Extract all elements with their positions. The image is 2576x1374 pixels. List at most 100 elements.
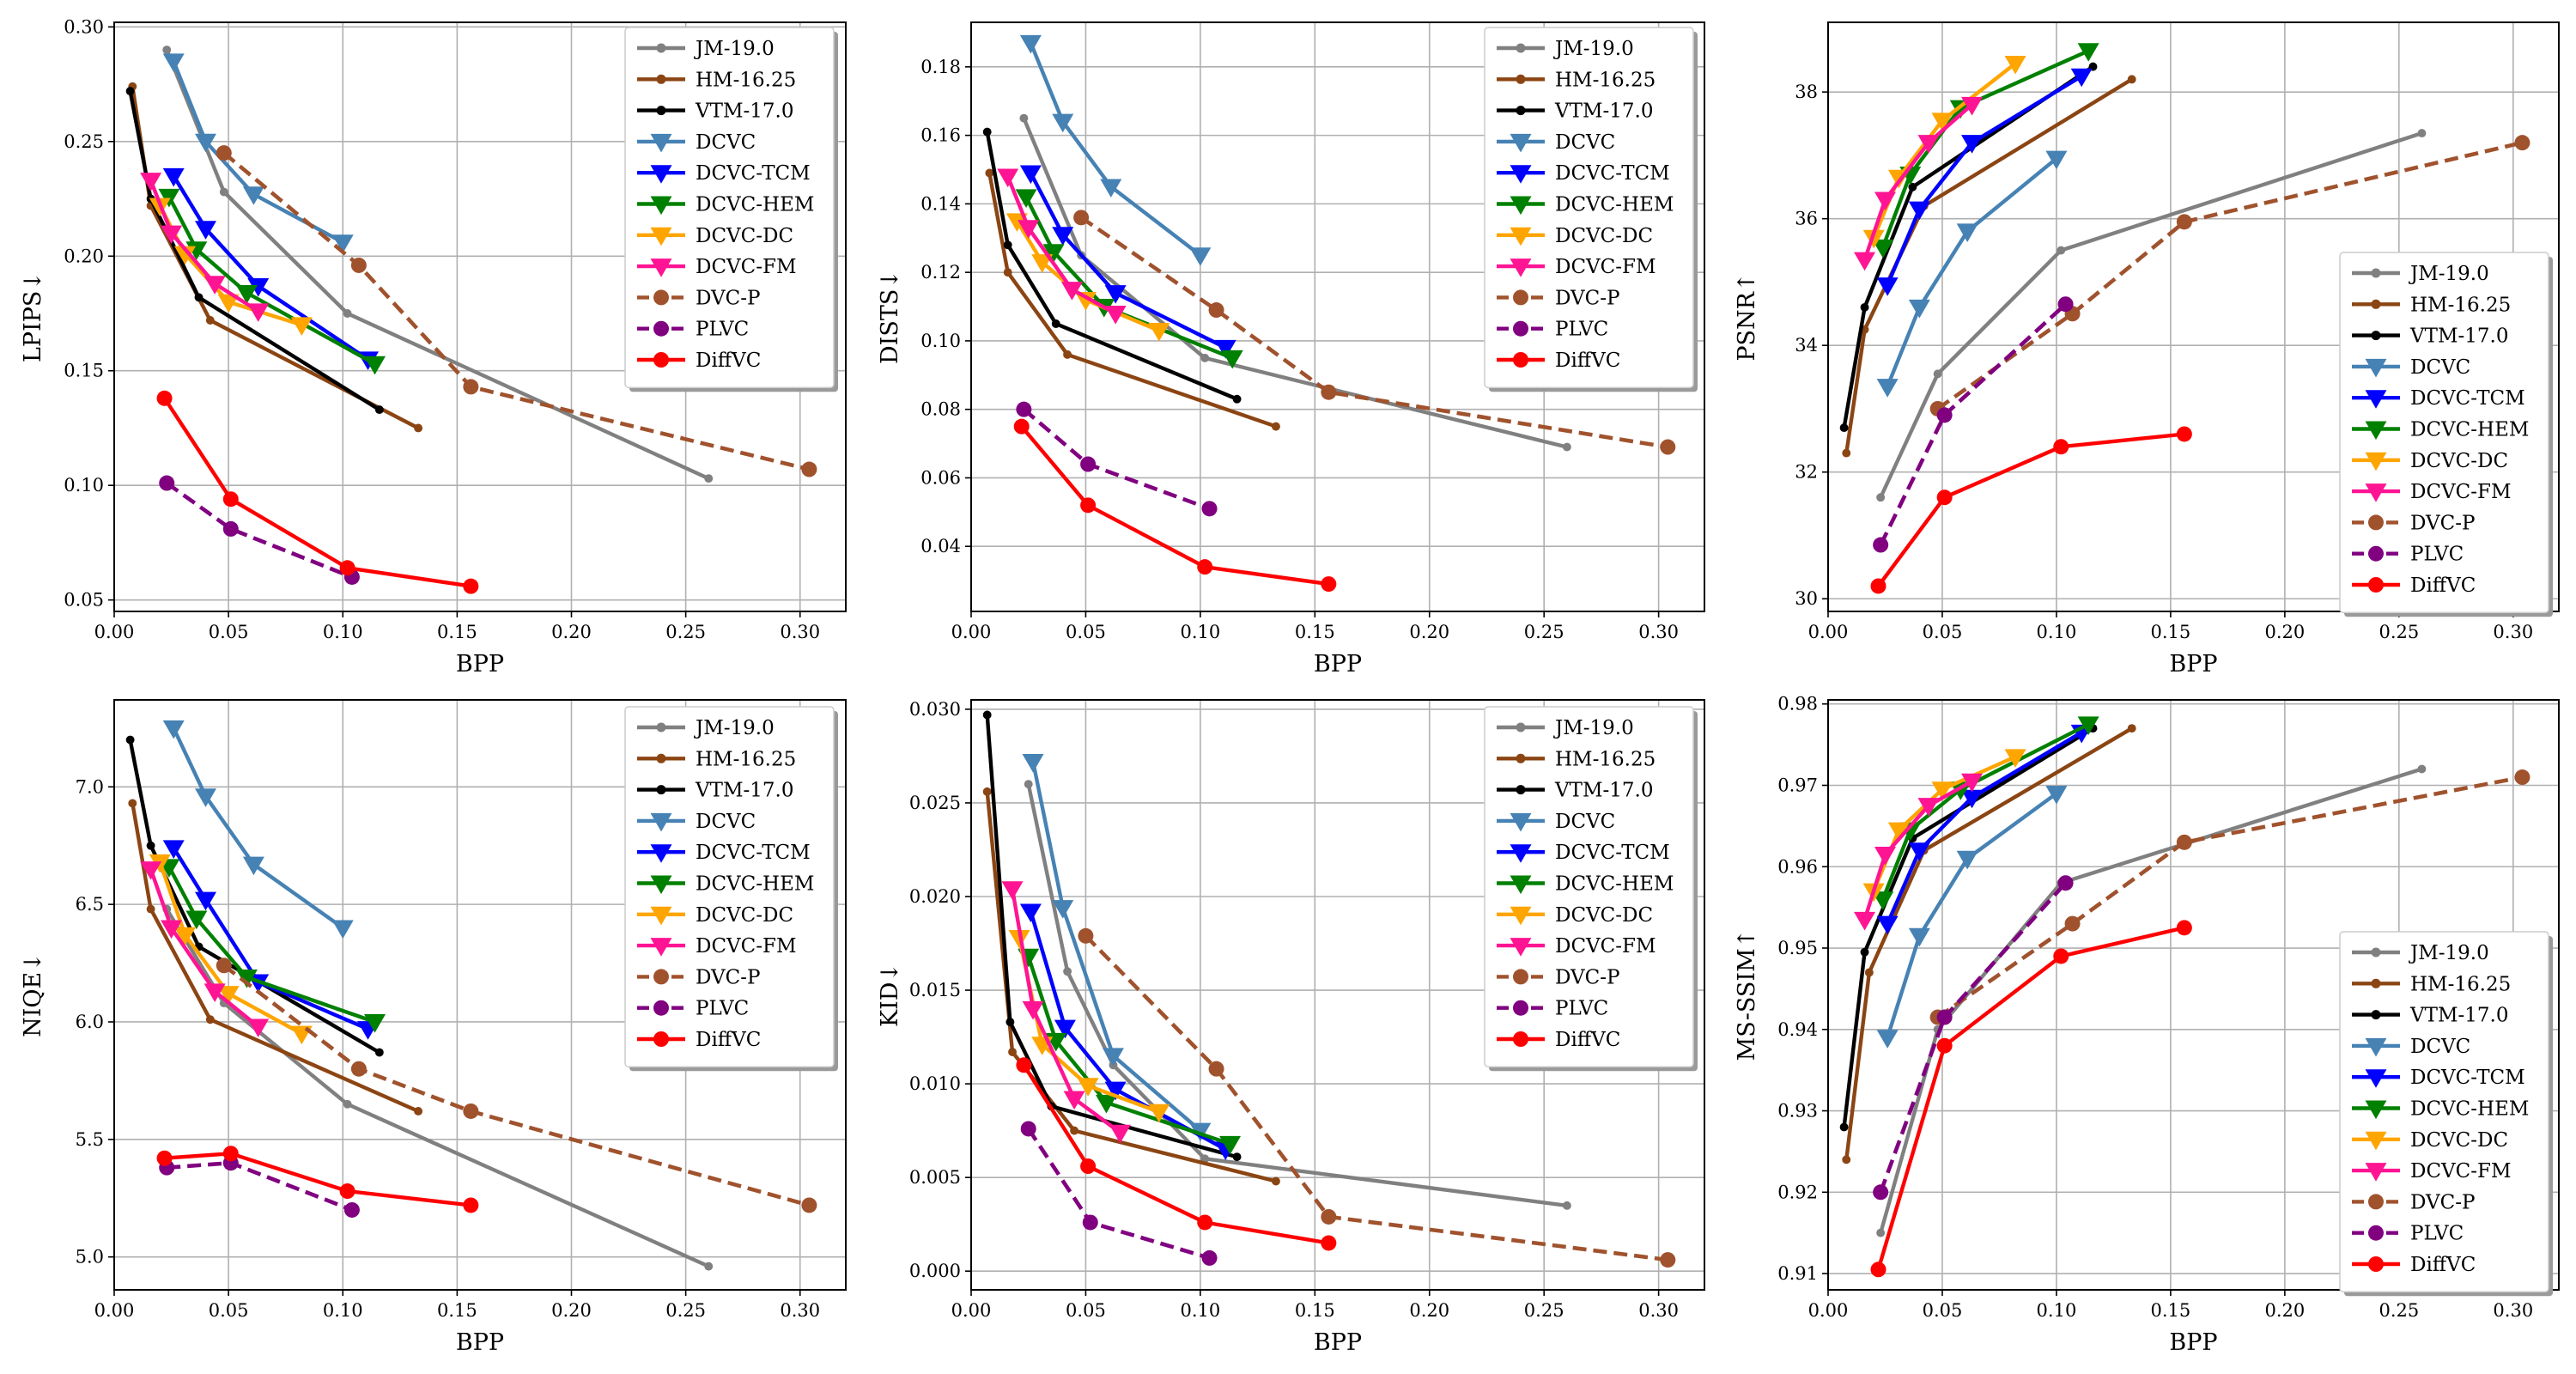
legend-swatch-marker	[650, 875, 672, 895]
data-point	[364, 356, 386, 375]
series-line	[1880, 722, 2090, 901]
data-point	[185, 910, 208, 930]
data-point	[1562, 1201, 1571, 1210]
legend-label: DCVC-HEM	[1555, 873, 1674, 896]
legend-item: DiffVC	[637, 350, 761, 372]
x-tick-label: 0.15	[1295, 1300, 1335, 1321]
legend-label: DiffVC	[696, 350, 761, 372]
legend-item: HM-16.25	[637, 69, 796, 91]
data-point	[364, 1013, 386, 1033]
data-point	[1080, 456, 1097, 472]
legend-swatch-marker	[2368, 545, 2384, 562]
data-point	[1200, 1154, 1210, 1164]
data-point	[242, 856, 264, 876]
legend-item: DVC-P	[637, 966, 761, 988]
legend-swatch-marker	[650, 812, 672, 832]
series-dcvc-fm	[997, 168, 1127, 325]
series-line	[1022, 1064, 1329, 1245]
series-line	[131, 803, 419, 1114]
series-jm-19-0	[162, 46, 714, 483]
legend-label: DCVC-TCM	[1555, 842, 1670, 864]
legend-label: DCVC-TCM	[696, 162, 811, 185]
legend-label: DCVC-DC	[696, 225, 793, 247]
data-point	[1016, 1057, 1032, 1073]
y-tick-label: 0.04	[920, 536, 961, 556]
legend-item: DCVC-FM	[1497, 256, 1656, 278]
data-point	[159, 475, 175, 491]
data-point	[194, 293, 204, 302]
legend-label: DVC-P	[696, 287, 761, 309]
series-dvc-p	[216, 958, 817, 1213]
legend-item: HM-16.25	[1497, 748, 1656, 770]
data-point	[1961, 789, 1984, 809]
legend-item: VTM-17.0	[2352, 1005, 2508, 1027]
x-tick-label: 0.10	[323, 1300, 363, 1321]
legend-item: DCVC-TCM	[2352, 1067, 2525, 1089]
data-point	[216, 145, 232, 161]
data-point	[1908, 927, 1930, 947]
x-tick-label: 0.10	[2037, 622, 2077, 642]
data-point	[235, 284, 258, 304]
series-line	[167, 1160, 353, 1213]
data-point	[247, 277, 270, 297]
legend-item: DVC-P	[637, 287, 761, 309]
legend-swatch-marker	[1513, 352, 1528, 368]
legend-item: PLVC	[637, 998, 749, 1020]
data-point	[217, 294, 240, 313]
legend-swatch-marker	[650, 844, 672, 863]
data-point	[162, 53, 185, 72]
legend-item: DCVC-FM	[2352, 1160, 2512, 1182]
x-axis-label: BPP	[2169, 651, 2217, 678]
data-point	[1022, 1000, 1044, 1020]
data-point	[1887, 822, 1910, 842]
series-line	[131, 86, 420, 430]
series-diffvc	[1870, 920, 2192, 1278]
legend-item: PLVC	[637, 319, 749, 341]
data-point	[1063, 350, 1072, 359]
data-point	[1936, 1037, 1953, 1054]
chart-panel-3: 0.00 0.05 0.10 0.15 0.20 0.25 0.30 30 32 34 36 38 BP…	[1734, 21, 2560, 678]
y-tick-label: 6.5	[76, 894, 104, 915]
legend-label: VTM-17.0	[1554, 100, 1653, 123]
data-point	[350, 257, 367, 273]
legend-label: DCVC	[696, 131, 756, 154]
data-point	[140, 861, 162, 880]
legend-item: DCVC-TCM	[637, 162, 811, 185]
legend-item: JM-19.0	[637, 38, 775, 60]
data-point	[1148, 1103, 1170, 1123]
y-tick-label: 0.98	[1777, 694, 1818, 714]
legend-label: DVC-P	[2410, 512, 2476, 534]
series-dcvc	[1876, 150, 2068, 398]
data-point	[982, 127, 992, 137]
data-point	[1908, 299, 1930, 319]
data-point	[2053, 948, 2069, 964]
series-dcvc-fm	[1001, 881, 1131, 1144]
chart-panel-1: 0.00 0.05 0.10 0.15 0.20 0.25 0.30 0.05 0.10 0.15…	[20, 16, 847, 678]
series-line	[1879, 131, 2423, 499]
legend-swatch-marker	[2365, 358, 2387, 378]
legend-item: DCVC-DC	[2352, 1129, 2508, 1152]
y-tick-label: 0.25	[64, 131, 104, 152]
data-point	[997, 168, 1019, 188]
series-plvc	[159, 475, 360, 585]
data-point	[140, 173, 162, 192]
series-line	[1005, 175, 1117, 315]
series-line	[165, 49, 710, 481]
legend-swatch-marker	[2371, 978, 2381, 988]
series-dcvc-tcm	[162, 167, 380, 370]
series-line	[1886, 792, 2058, 1038]
data-point	[146, 904, 155, 914]
data-point	[205, 316, 215, 325]
series-line	[1862, 103, 1973, 261]
x-tick-label: 0.15	[2151, 622, 2191, 642]
data-point	[1148, 322, 1170, 342]
legend-swatch-marker	[656, 785, 666, 795]
x-tick-label: 0.15	[437, 622, 477, 642]
legend-item: DVC-P	[1497, 287, 1620, 309]
legend-item: DCVC-HEM	[1497, 194, 1674, 216]
data-point	[985, 168, 994, 178]
legend-swatch-marker	[2368, 514, 2384, 531]
data-point	[1019, 903, 1042, 923]
legend-swatch-marker	[2371, 331, 2381, 341]
series-line	[172, 847, 369, 1031]
